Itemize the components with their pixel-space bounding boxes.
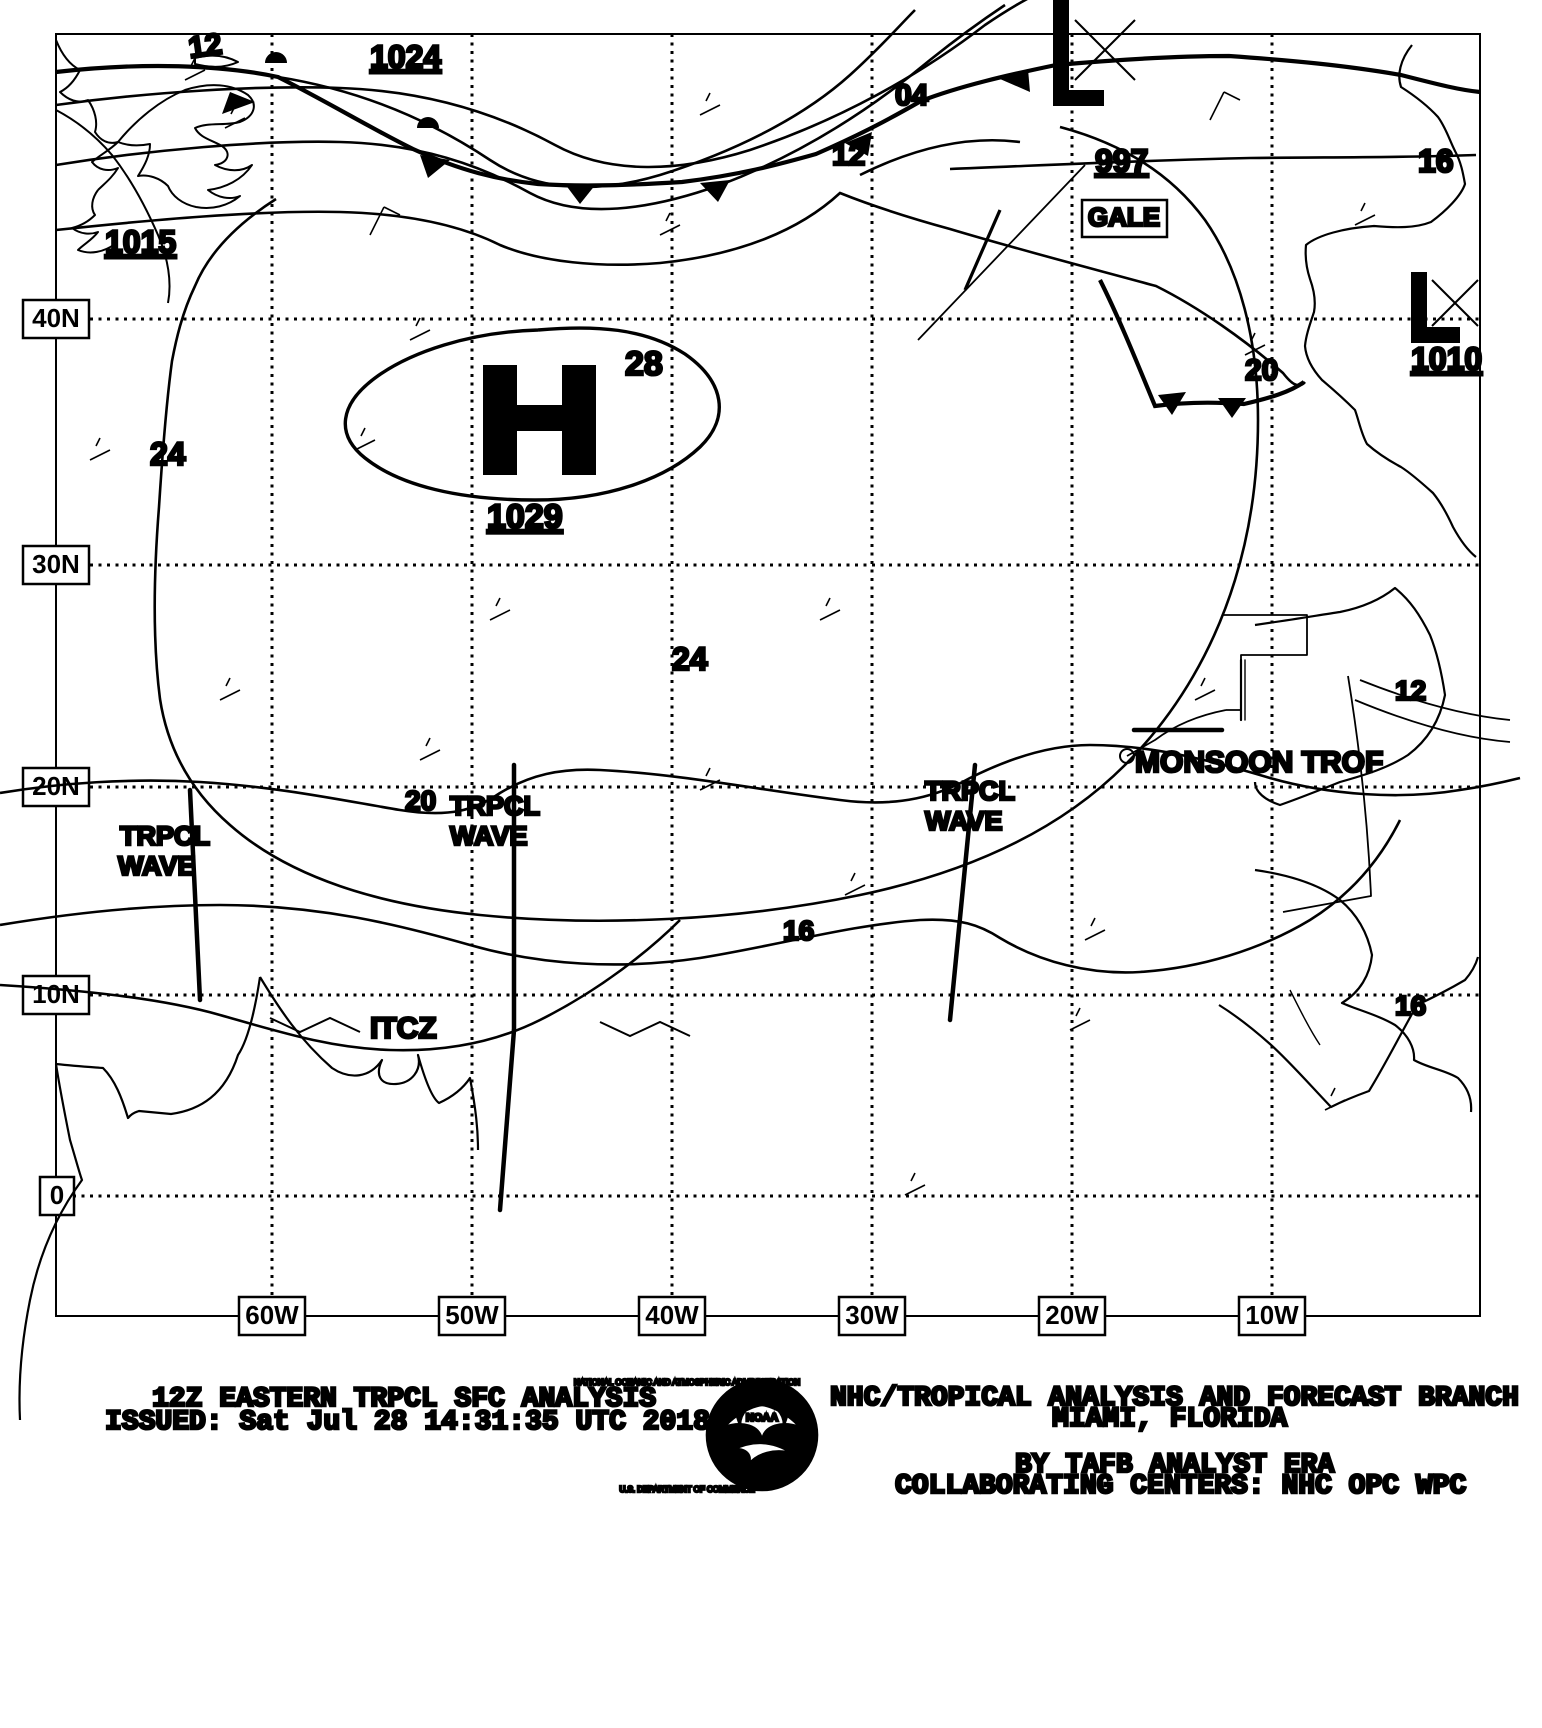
svg-text:30W: 30W <box>845 1300 899 1330</box>
svg-text:MIAMI, FLORIDA: MIAMI, FLORIDA <box>1052 1404 1287 1435</box>
svg-text:40W: 40W <box>645 1300 699 1330</box>
svg-text:1029: 1029 <box>487 498 563 536</box>
svg-text:04: 04 <box>895 79 929 112</box>
svg-text:30N: 30N <box>32 549 80 579</box>
svg-text:WAVE: WAVE <box>118 851 196 881</box>
svg-text:10W: 10W <box>1245 1300 1299 1330</box>
svg-text:ITCZ: ITCZ <box>370 1012 437 1045</box>
svg-text:MONSOON TROF: MONSOON TROF <box>1135 746 1383 779</box>
svg-text:COLLABORATING CENTERS: NHC OPC: COLLABORATING CENTERS: NHC OPC WPC <box>895 1471 1466 1502</box>
svg-text:ISSUED: Sat Jul 28 14:31:35 UT: ISSUED: Sat Jul 28 14:31:35 UTC 2018 <box>105 1407 710 1438</box>
svg-text:16: 16 <box>783 915 814 946</box>
svg-text:GALE: GALE <box>1088 202 1160 232</box>
svg-text:NOAA: NOAA <box>746 1412 778 1424</box>
svg-text:24: 24 <box>672 641 708 677</box>
svg-text:12: 12 <box>186 28 224 65</box>
svg-text:10N: 10N <box>32 979 80 1009</box>
svg-text:0: 0 <box>50 1180 64 1210</box>
svg-text:1015: 1015 <box>105 224 176 260</box>
svg-text:60W: 60W <box>245 1300 299 1330</box>
svg-text:16: 16 <box>1395 990 1426 1021</box>
svg-text:28: 28 <box>625 345 663 383</box>
svg-text:1010: 1010 <box>1411 341 1482 377</box>
svg-text:20: 20 <box>1245 354 1278 387</box>
svg-text:20: 20 <box>405 785 436 816</box>
svg-text:16: 16 <box>1418 143 1454 179</box>
svg-text:NATIONAL OCEANIC AND ATMOSPHER: NATIONAL OCEANIC AND ATMOSPHERIC ADMINIS… <box>574 1378 800 1387</box>
svg-text:WAVE: WAVE <box>450 821 528 851</box>
svg-text:TRPCL: TRPCL <box>120 821 210 851</box>
svg-text:20W: 20W <box>1045 1300 1099 1330</box>
svg-text:1024: 1024 <box>370 39 441 75</box>
svg-text:WAVE: WAVE <box>925 806 1003 836</box>
svg-text:24: 24 <box>150 436 186 472</box>
svg-text:40N: 40N <box>32 303 80 333</box>
svg-text:12: 12 <box>832 139 865 172</box>
svg-text:U.S. DEPARTMENT OF COMMERCE: U.S. DEPARTMENT OF COMMERCE <box>619 1485 754 1494</box>
svg-text:50W: 50W <box>445 1300 499 1330</box>
svg-text:997: 997 <box>1095 143 1148 179</box>
